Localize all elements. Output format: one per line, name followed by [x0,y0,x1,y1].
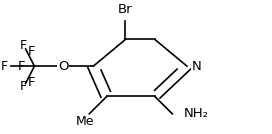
Text: Br: Br [118,3,133,16]
Text: F: F [1,60,8,73]
Text: O: O [58,60,68,73]
Text: F: F [19,40,26,53]
Text: N: N [191,60,201,73]
Text: F: F [28,76,35,89]
Text: NH₂: NH₂ [184,107,209,120]
Text: Me: Me [76,115,94,128]
Text: F: F [17,60,25,73]
Text: F: F [28,44,35,57]
Text: F: F [19,80,26,93]
